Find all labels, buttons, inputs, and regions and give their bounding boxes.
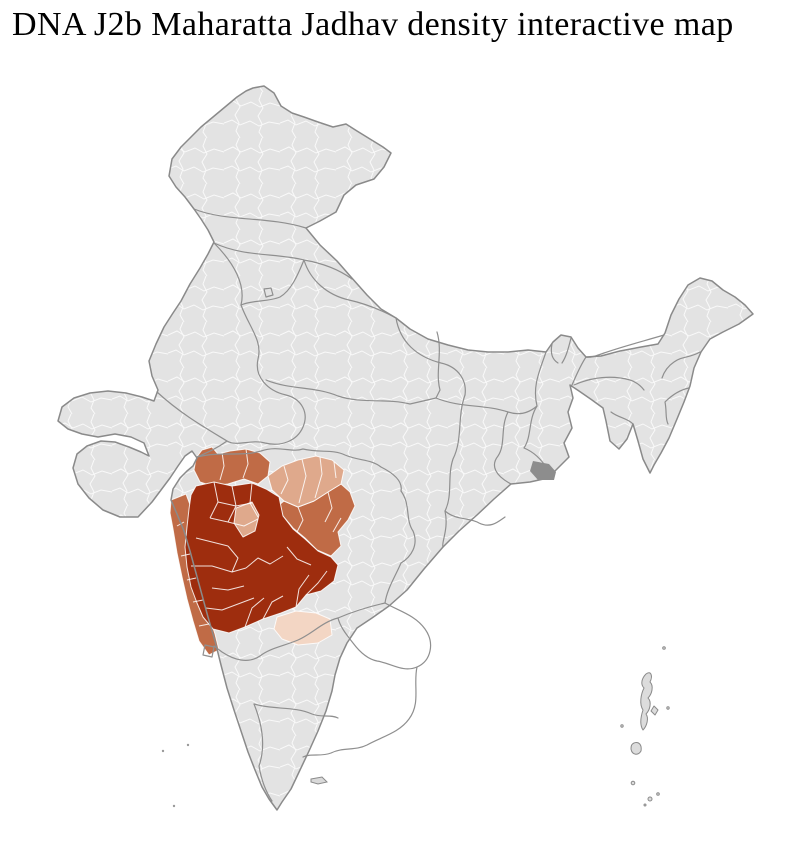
district-zone-south-outlier[interactable]: [273, 610, 333, 646]
district-texture: [58, 86, 753, 810]
district-cluster-density-highest[interactable]: [184, 481, 339, 634]
highlighted-district-borders: [176, 448, 342, 628]
page-title: DNA J2b Maharatta Jadhav density interac…: [12, 6, 734, 43]
lakshadweep-islands: [161, 743, 190, 808]
rameswaram-spit: [310, 776, 328, 785]
india-coastline: [57, 85, 754, 811]
delta-region: [530, 461, 556, 480]
district-cluster-density-low[interactable]: [273, 610, 333, 646]
district-cluster-density-medium[interactable]: [267, 455, 345, 508]
state-borders: [156, 208, 701, 802]
andaman-nicobar-islands: [620, 646, 670, 807]
district-zone-core[interactable]: [184, 481, 339, 634]
district-zone-northeast[interactable]: [267, 455, 345, 508]
